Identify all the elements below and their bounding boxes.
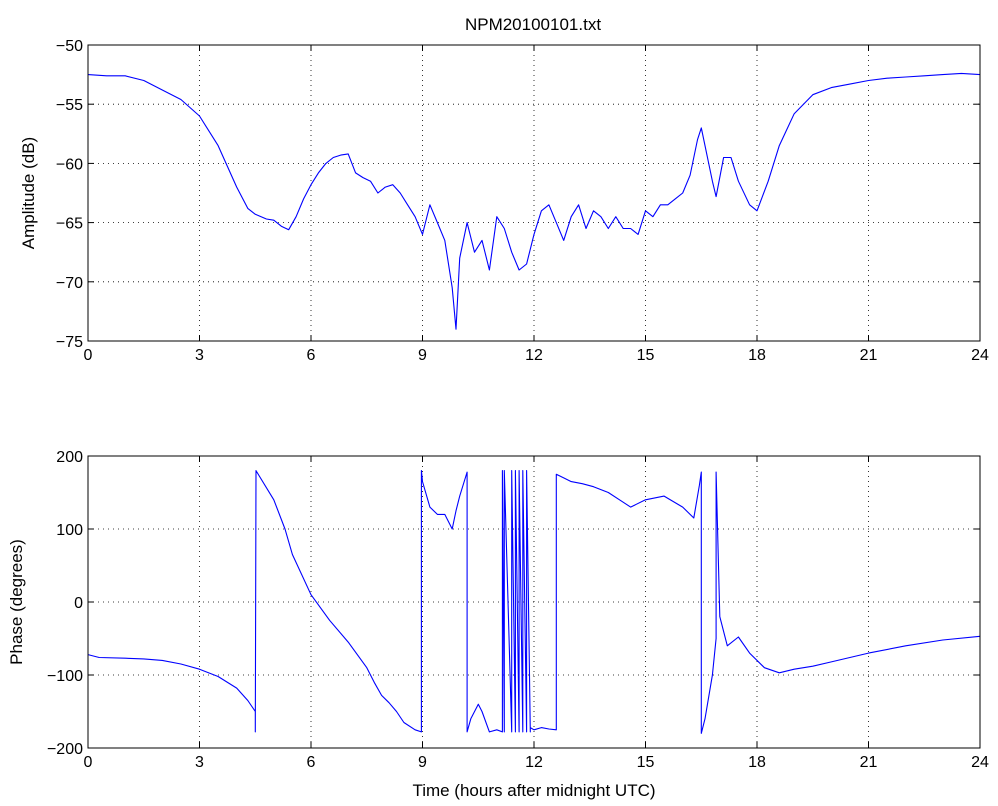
x-tick-label: 0 <box>84 754 93 771</box>
x-tick-label: 12 <box>525 754 543 771</box>
y-axis-label: Amplitude (dB) <box>19 137 38 249</box>
x-tick-label: 12 <box>525 347 543 364</box>
x-tick-label: 15 <box>637 347 655 364</box>
x-axis-label: Time (hours after midnight UTC) <box>412 781 655 800</box>
y-tick-label: −200 <box>47 741 83 758</box>
x-tick-label: 6 <box>307 754 316 771</box>
y-tick-label: −70 <box>56 275 83 292</box>
x-tick-label: 9 <box>418 347 427 364</box>
x-tick-label: 3 <box>195 347 204 364</box>
y-axis-label: Phase (degrees) <box>7 539 26 665</box>
plot-area <box>88 45 980 341</box>
phase-panel: 0 3 6 9 12 15 18 21 24 −200 −100 0 100 200 Phase (degr… <box>7 449 989 800</box>
y-tick-label: −75 <box>56 334 83 351</box>
figure-title: NPM20100101.txt <box>465 15 601 34</box>
x-tick-label: 18 <box>748 347 766 364</box>
x-tick-label: 24 <box>971 347 989 364</box>
y-tick-label: −60 <box>56 156 83 173</box>
x-tick-label: 21 <box>860 347 878 364</box>
x-tick-label: 9 <box>418 754 427 771</box>
y-tick-label: −100 <box>47 668 83 685</box>
x-tick-label: 18 <box>748 754 766 771</box>
series-line <box>87 72 981 330</box>
y-tick-label: −55 <box>56 97 83 114</box>
amplitude-panel: 0 3 6 9 12 15 18 21 24 −75 −70 −65 −60 −55 −50 Amplitud… <box>19 38 989 364</box>
x-tick-label: 15 <box>637 754 655 771</box>
x-tick-label: 0 <box>84 347 93 364</box>
y-tick-label: 100 <box>56 522 83 539</box>
y-tick-label: −65 <box>56 216 83 233</box>
x-tick-label: 21 <box>860 754 878 771</box>
y-tick-label: 200 <box>56 449 83 466</box>
x-tick-label: 24 <box>971 754 989 771</box>
y-tick-label: −50 <box>56 38 83 55</box>
x-tick-label: 6 <box>307 347 316 364</box>
series-line <box>87 470 981 734</box>
y-tick-label: 0 <box>74 595 83 612</box>
x-tick-label: 3 <box>195 754 204 771</box>
